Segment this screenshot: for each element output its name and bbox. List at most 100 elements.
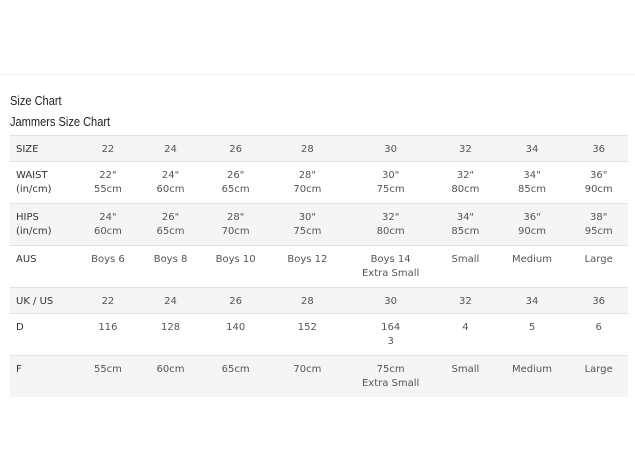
table-cell: 5 [494, 313, 570, 356]
cell-line: Small [451, 254, 480, 265]
cell-line: Boys 6 [91, 254, 125, 265]
cell-line: 28" [298, 170, 317, 181]
cell-line: 5 [528, 322, 536, 333]
row-label: HIPS (in/cm) [10, 203, 77, 246]
table-cell: 36 [569, 287, 628, 314]
cell-line: 34 [525, 144, 539, 155]
row-label: SIZE [10, 135, 77, 162]
cell-line: 32" [456, 170, 475, 181]
cell-line: 75cm [293, 226, 322, 237]
table-cell: Boys 14 Extra Small [345, 245, 437, 288]
cell-line: 60cm [156, 364, 185, 375]
table-row: HIPS (in/cm) 24" 60cm 26" 65cm 28" 70cm 30" 75cm 3… [10, 203, 628, 246]
cell-line: 85cm [451, 226, 480, 237]
cell-line: 65cm [156, 226, 185, 237]
cell-line: Boys 12 [287, 254, 328, 265]
table-cell: 30" 75cm [345, 161, 437, 204]
cell-line: Small [451, 364, 480, 375]
cell-line: Large [584, 364, 613, 375]
cell-line: 90cm [518, 226, 546, 237]
cell-line: 32" [381, 212, 400, 223]
table-title: Jammers Size Chart [10, 114, 111, 129]
table-cell: Large [569, 245, 628, 288]
table-cell: Medium [494, 245, 570, 288]
table-cell: 34 [494, 135, 570, 162]
table-cell: 75cm Extra Small [345, 355, 437, 397]
table-cell: 30 [345, 287, 437, 314]
cell-line: 22 [101, 144, 115, 155]
cell-line: UK / US [16, 296, 54, 307]
row-label: F [10, 355, 77, 397]
page-title: Size Chart [10, 93, 62, 108]
table-cell: 32" 80cm [345, 203, 437, 246]
table-cell: 34 [494, 287, 570, 314]
table-cell: 28 [269, 287, 346, 314]
cell-line: 152 [297, 322, 317, 333]
cell-line: 32 [459, 296, 472, 307]
cell-line: 24 [164, 296, 177, 307]
table-cell: 70cm [269, 355, 346, 397]
cell-line: 34 [525, 296, 539, 307]
cell-line: (in/cm) [16, 226, 52, 237]
cell-line: 65cm [221, 364, 250, 375]
cell-line: Extra Small [361, 268, 420, 279]
table-cell: 22" 55cm [76, 161, 140, 204]
table-cell: Boys 10 [201, 245, 270, 288]
cell-line: 75cm [376, 184, 405, 195]
size-chart-table: SIZE 22 24 26 28 30 32 34 36 WAIST (in/cm) 22" 55cm 2… [10, 135, 628, 397]
cell-line: Medium [512, 254, 553, 265]
table-cell: Boys 6 [76, 245, 140, 288]
cell-line: 38" [590, 212, 608, 223]
cell-line: 85cm [518, 184, 546, 195]
table-cell: Large [569, 355, 628, 397]
row-label: UK / US [10, 287, 77, 314]
table-cell: 38" 95cm [569, 203, 628, 246]
cell-line: 55cm [93, 364, 122, 375]
table-cell: 34" 85cm [494, 161, 570, 204]
cell-line: Boys 10 [215, 254, 256, 265]
table-cell: 24" 60cm [139, 161, 202, 204]
cell-line: 80cm [376, 226, 405, 237]
table-cell: 32 [436, 135, 495, 162]
cell-line: 30 [384, 296, 398, 307]
cell-line: 36" [523, 212, 541, 223]
table-cell: 26" 65cm [139, 203, 202, 246]
cell-line: D [16, 322, 24, 333]
table-cell: Medium [494, 355, 570, 397]
table-row: UK / US 22 24 26 28 30 32 34 36 [10, 287, 628, 314]
cell-line: 116 [98, 322, 118, 333]
cell-line: Large [584, 254, 613, 265]
cell-line: 26 [229, 144, 243, 155]
cell-line: 140 [226, 322, 246, 333]
table-cell: 28 [269, 135, 346, 162]
cell-line: 128 [160, 322, 181, 333]
cell-line: 34" [523, 170, 541, 181]
table-cell: 24 [139, 135, 202, 162]
table-row: F 55cm 60cm 65cm 70cm 75cm Extra Small Small Med… [10, 355, 628, 397]
table-cell: 24" 60cm [76, 203, 140, 246]
table-cell: 26 [201, 135, 270, 162]
table-cell: 30" 75cm [269, 203, 346, 246]
cell-line: 60cm [156, 184, 185, 195]
table-cell: 32 [436, 287, 495, 314]
cell-line: 30" [298, 212, 317, 223]
table-cell: 128 [139, 313, 202, 356]
cell-line: 28 [300, 296, 314, 307]
cell-line: AUS [16, 254, 37, 265]
table-cell: 26 [201, 287, 270, 314]
cell-line: Extra Small [361, 378, 420, 389]
table-cell: 65cm [201, 355, 270, 397]
cell-line: 28" [226, 212, 245, 223]
row-label: WAIST (in/cm) [10, 161, 77, 204]
table-cell: 36 [569, 135, 628, 162]
table-cell: Small [436, 355, 495, 397]
table-cell: 60cm [139, 355, 202, 397]
table-cell: 34" 85cm [436, 203, 495, 246]
cell-line: 70cm [293, 364, 322, 375]
cell-line: 22 [101, 296, 115, 307]
row-label: AUS [10, 245, 77, 288]
cell-line: 55cm [93, 184, 122, 195]
cell-line: 24 [164, 144, 177, 155]
table-row: WAIST (in/cm) 22" 55cm 24" 60cm 26" 65cm 28" 70cm… [10, 161, 628, 204]
cell-line: Medium [512, 364, 553, 375]
